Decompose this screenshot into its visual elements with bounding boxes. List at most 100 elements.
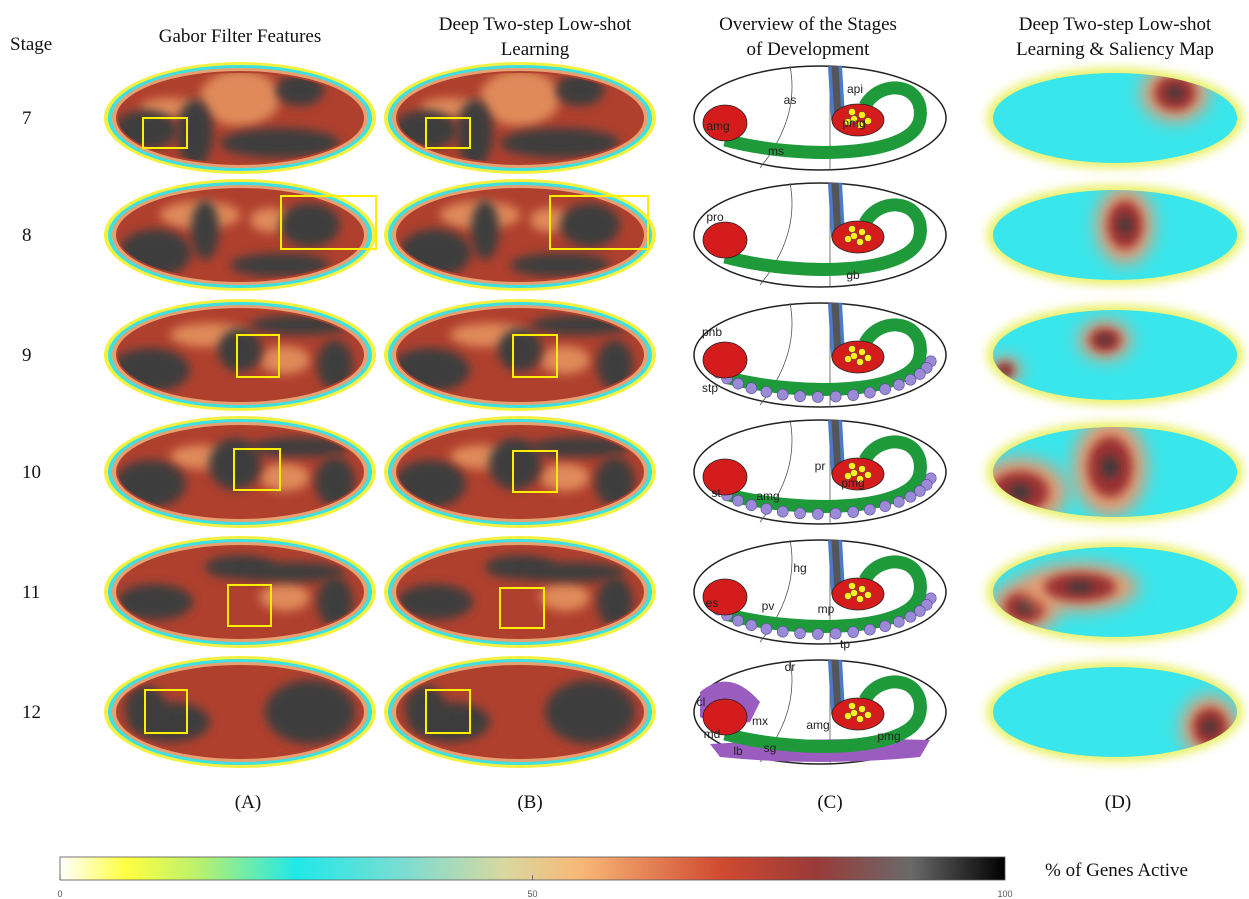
salient-peak xyxy=(1009,484,1031,500)
heatmap-embryo xyxy=(104,416,376,528)
cell xyxy=(760,386,773,398)
cell xyxy=(904,373,917,386)
stage-header: Stage xyxy=(10,34,52,55)
cell xyxy=(745,382,758,395)
heatmap-embryo xyxy=(104,536,376,648)
cell xyxy=(829,390,842,403)
dark-region xyxy=(276,74,324,106)
dark-region xyxy=(191,200,219,260)
cell xyxy=(776,388,789,401)
column-header: Overview of the Stages xyxy=(719,14,897,35)
blobs xyxy=(118,555,353,627)
yellow-dot xyxy=(858,228,866,236)
dark-region xyxy=(500,128,620,158)
orange-region xyxy=(260,463,310,491)
colorbar-tick-label: 100 xyxy=(997,889,1012,899)
green-band xyxy=(723,81,927,159)
yellow-dot xyxy=(850,352,858,360)
structure-label: hg xyxy=(793,561,806,575)
cell xyxy=(732,377,744,390)
dark-region xyxy=(315,457,355,507)
dark-region xyxy=(525,562,625,582)
column-header: Learning & Saliency Map xyxy=(1016,39,1214,60)
structure-label: as xyxy=(784,93,797,107)
structure-label: pr xyxy=(815,459,826,473)
dark-region xyxy=(317,340,353,390)
salient-peak xyxy=(1118,216,1132,234)
yellow-dot xyxy=(848,108,856,116)
blobs xyxy=(399,200,620,277)
cell xyxy=(879,620,891,632)
dark-region xyxy=(556,74,604,106)
salient-peak xyxy=(1099,335,1111,345)
yellow-dot xyxy=(864,591,872,599)
structure-label: ms xyxy=(768,144,784,158)
yellow-dot xyxy=(864,354,872,362)
heatmap-embryo xyxy=(384,656,656,768)
red-region xyxy=(831,457,885,491)
salient-peak xyxy=(1017,601,1033,613)
stage-diagram xyxy=(693,65,947,171)
salient-peak xyxy=(1001,367,1009,373)
dark-region xyxy=(597,340,633,390)
cell xyxy=(904,490,917,503)
cell xyxy=(864,503,876,516)
orange-region xyxy=(260,346,310,374)
green-band xyxy=(723,675,927,753)
saliency-embryo xyxy=(987,305,1243,405)
dark-region xyxy=(545,680,635,744)
cell xyxy=(893,379,905,391)
yellow-dot xyxy=(844,712,852,720)
structure-label: st xyxy=(711,486,721,500)
highlight-box xyxy=(499,587,545,629)
panel-label: (C) xyxy=(817,792,842,813)
green-band xyxy=(723,555,927,633)
yellow-dot xyxy=(844,355,852,363)
structure-label: pmg xyxy=(877,729,900,743)
cell xyxy=(893,496,905,508)
highlight-box xyxy=(512,334,558,378)
saliency-embryo xyxy=(987,662,1243,762)
yellow-dot xyxy=(848,225,856,233)
structure-label: md xyxy=(704,727,721,741)
blobs xyxy=(993,563,1139,633)
cell xyxy=(847,389,859,401)
yellow-dot xyxy=(858,111,866,119)
highlight-box xyxy=(425,117,471,149)
red-region xyxy=(831,103,885,137)
stage-label: 8 xyxy=(22,225,32,246)
highlight-box xyxy=(233,448,281,491)
heatmap-embryo xyxy=(104,62,376,174)
salient-peak xyxy=(1101,455,1119,479)
cell xyxy=(864,386,876,399)
stage-diagram xyxy=(693,182,947,288)
dark-region xyxy=(230,253,330,277)
red-region xyxy=(831,697,885,731)
cell xyxy=(829,507,842,520)
cell xyxy=(914,605,926,617)
dark-region xyxy=(218,328,262,372)
cell xyxy=(776,625,789,638)
saliency-embryo xyxy=(987,422,1243,522)
green-band xyxy=(723,318,927,396)
red-region xyxy=(831,577,885,611)
structure-label: amg xyxy=(756,489,779,503)
stage-label: 9 xyxy=(22,345,32,366)
highlight-box xyxy=(512,450,558,493)
cell xyxy=(760,503,773,515)
yellow-dot xyxy=(844,235,852,243)
yellow-dot xyxy=(844,592,852,600)
structure-label: amg xyxy=(706,119,729,133)
yellow-dot xyxy=(864,234,872,242)
structure-label: pro xyxy=(706,210,724,224)
stage-diagram xyxy=(693,419,947,525)
dark-region xyxy=(597,577,633,627)
structure-label: gb xyxy=(846,268,860,282)
dark-region xyxy=(510,253,610,277)
yellow-dot xyxy=(856,358,864,366)
red-region xyxy=(702,458,748,496)
highlight-box xyxy=(236,334,280,378)
yellow-dot xyxy=(858,705,866,713)
blobs xyxy=(398,73,620,163)
